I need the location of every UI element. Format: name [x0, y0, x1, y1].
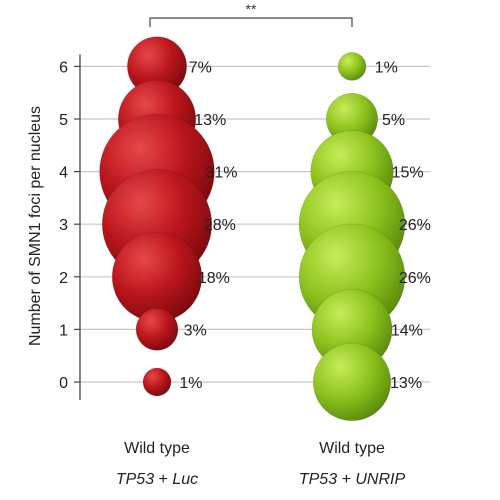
percent-label: 26%: [399, 217, 431, 234]
percent-labels: 7% 13% 31% 28% 18% 3% 1% 1% 5% 15% 26% 26% 14% 13%: [179, 59, 430, 392]
y-tick-label: 4: [59, 165, 68, 182]
group-label-line2: TP53 + Luc: [116, 471, 198, 488]
y-tick-label: 6: [59, 59, 68, 76]
y-axis: 0 1 2 3 4 5 6: [59, 54, 81, 400]
bubble-unrip-6: [337, 52, 367, 81]
percent-label: 13%: [390, 375, 422, 392]
percent-label: 13%: [194, 112, 226, 129]
percent-label: 14%: [391, 322, 423, 339]
y-axis-title: Number of SMN1 foci per nucleus: [27, 106, 44, 346]
percent-label: 1%: [375, 59, 398, 76]
group-label-line2: TP53 + UNRIP: [299, 471, 406, 488]
x-axis-labels: Wild type TP53 + Luc Wild type TP53 + UNRIP: [116, 440, 406, 488]
percent-label: 3%: [184, 322, 207, 339]
group-label-part: TP53 + UNRIP: [299, 471, 406, 488]
percent-label: 28%: [204, 217, 236, 234]
group-label-line1: Wild type: [319, 440, 385, 457]
percent-label: 5%: [382, 112, 405, 129]
significance-marker: **: [246, 1, 257, 17]
y-tick-label: 0: [59, 375, 68, 392]
percent-label: 7%: [189, 59, 212, 76]
bubble-luc-1: [135, 308, 179, 351]
percent-label: 18%: [198, 270, 230, 287]
percent-label: 1%: [179, 375, 202, 392]
significance-bracket: **: [149, 1, 353, 27]
y-tick-label: 2: [59, 270, 68, 287]
group-label-line1: Wild type: [124, 440, 190, 457]
y-tick-label: 5: [59, 112, 68, 129]
bubble-luc-0: [142, 367, 172, 397]
group-label-part: +: [154, 471, 172, 488]
bracket-line: [149, 17, 353, 27]
y-tick-label: 1: [59, 322, 68, 339]
group-label-part: TP53: [116, 471, 154, 488]
bubble-unrip-0: [312, 342, 392, 422]
group-label-part: Luc: [172, 471, 198, 488]
bubbles: [99, 36, 406, 422]
percent-label: 31%: [205, 165, 237, 182]
percent-label: 15%: [392, 165, 424, 182]
percent-label: 26%: [399, 270, 431, 287]
y-tick-label: 3: [59, 217, 68, 234]
